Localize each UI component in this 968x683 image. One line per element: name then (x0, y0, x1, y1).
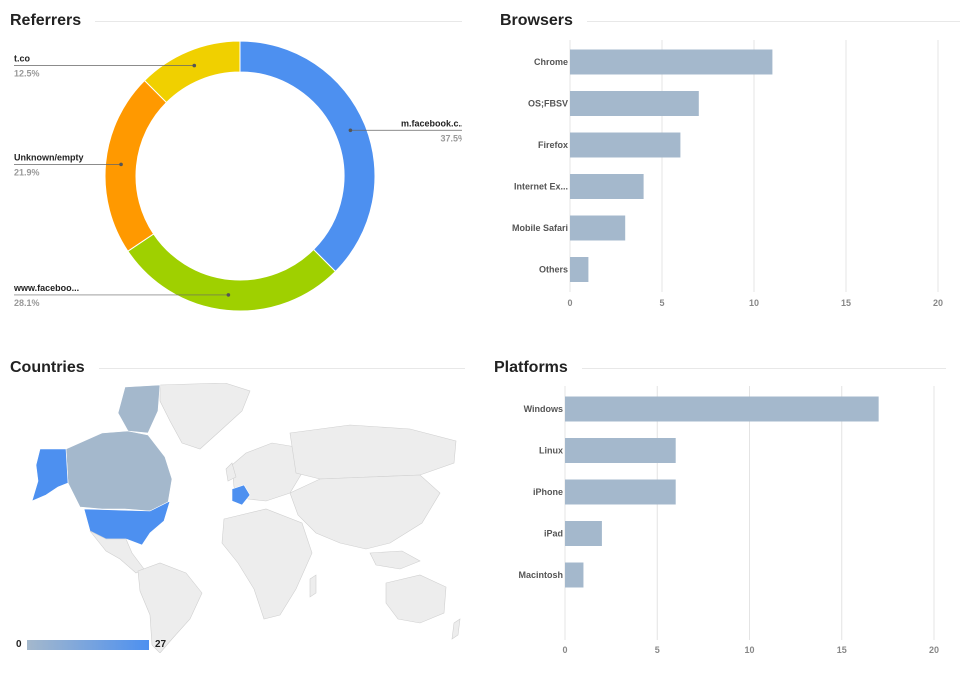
platforms-category-label: Windows (524, 404, 563, 414)
referrer-label-m-facebook-c: m.facebook.c... (401, 118, 462, 128)
map-region-canada (65, 430, 173, 512)
browsers-bar-os-fbsv[interactable] (570, 91, 699, 116)
referrer-leader-dot (348, 128, 353, 133)
browsers-bar-firefox[interactable] (570, 132, 681, 158)
referrer-percent-t-co: 12.5% (14, 69, 40, 79)
map-region-canada-arctic (117, 384, 161, 434)
platforms-tick-label: 15 (837, 645, 847, 655)
platforms-panel: Platforms 0 5 10 15 20 Windows Linux iPhone iPad… (494, 357, 946, 677)
platforms-header-rule (494, 368, 946, 369)
platforms-bar-chart: 0 5 10 15 20 Windows Linux iPhone iPad Macintosh (518, 386, 939, 655)
map-region-africa (221, 508, 313, 620)
browsers-panel: Browsers 0 5 10 15 20 Chrome OS;FBSV Firefox Int… (500, 10, 960, 330)
map-region-asia (289, 474, 441, 550)
map-region-new-zealand (451, 618, 461, 640)
referrer-label-unknown-empty: Unknown/empty (14, 152, 84, 162)
browsers-tick-label: 15 (841, 298, 851, 308)
browsers-tick-label: 5 (659, 298, 664, 308)
referrers-title: Referrers (10, 10, 96, 32)
platforms-bar-iphone[interactable] (565, 479, 676, 505)
platforms-tick-label: 0 (562, 645, 567, 655)
browsers-tick-label: 0 (567, 298, 572, 308)
referrers-header-rule (10, 21, 462, 22)
platforms-bar-linux[interactable] (565, 438, 676, 463)
map-legend-gradient (27, 640, 149, 650)
referrer-slice-t-co[interactable] (143, 40, 241, 104)
referrer-leader-dot (226, 293, 231, 297)
referrer-label-t-co: t.co (14, 54, 31, 64)
platforms-category-label: Linux (539, 446, 563, 456)
map-region-south-america (137, 562, 203, 653)
platforms-tick-label: 10 (744, 645, 754, 655)
platforms-category-label: iPhone (533, 487, 563, 497)
map-region-russia (289, 424, 457, 480)
browsers-bar-others[interactable] (570, 257, 589, 282)
map-region-uk (225, 462, 237, 482)
browsers-header: Browsers (500, 10, 960, 34)
browsers-category-label: Others (539, 265, 568, 275)
browsers-title: Browsers (500, 10, 587, 32)
browsers-category-label: Chrome (534, 57, 568, 67)
referrer-percent-unknown-empty: 21.9% (14, 167, 40, 177)
browsers-tick-label: 20 (933, 298, 943, 308)
map-legend-max: 27 (155, 639, 167, 650)
platforms-tick-label: 5 (655, 645, 660, 655)
countries-header: Countries (10, 357, 465, 381)
countries-title: Countries (10, 357, 99, 379)
platforms-category-label: iPad (544, 529, 563, 539)
browsers-bar-internet-ex[interactable] (570, 174, 644, 199)
map-region-france (231, 484, 251, 506)
referrer-leader-dot (192, 63, 197, 68)
countries-panel: Countries 0 (10, 357, 465, 677)
platforms-bar-ipad[interactable] (565, 521, 602, 546)
map-region-madagascar (309, 574, 317, 598)
browsers-header-rule (500, 21, 960, 22)
browsers-category-label: Internet Ex... (514, 182, 568, 192)
map-region-alaska (31, 448, 69, 502)
platforms-header: Platforms (494, 357, 946, 381)
map-legend-min: 0 (16, 639, 22, 650)
referrers-header: Referrers (10, 10, 462, 34)
map-region-se-asia (369, 550, 421, 570)
referrers-donut-chart: m.facebook.c... 37.5% www.faceboo... 28.1% U… (13, 40, 462, 312)
referrer-percent-www-faceboo: 28.1% (14, 298, 40, 308)
referrers-panel: Referrers m.facebook.c... 37.5% www.facebo… (10, 10, 462, 330)
browsers-bar-mobile-safari[interactable] (570, 215, 626, 241)
platforms-tick-label: 20 (929, 645, 939, 655)
platforms-title: Platforms (494, 357, 582, 379)
browsers-category-label: OS;FBSV (528, 99, 568, 109)
browsers-bar-chrome[interactable] (570, 49, 773, 75)
browsers-bar-chart: 0 5 10 15 20 Chrome OS;FBSV Firefox Internet Ex.… (512, 40, 943, 308)
platforms-bar-macintosh[interactable] (565, 562, 584, 588)
browsers-tick-label: 10 (749, 298, 759, 308)
browsers-category-label: Mobile Safari (512, 223, 568, 233)
countries-header-rule (10, 368, 465, 369)
referrer-leader-dot (119, 162, 123, 167)
world-map (31, 383, 461, 653)
map-region-australia (385, 574, 447, 624)
referrer-percent-m-facebook-c: 37.5% (440, 133, 462, 143)
referrer-label-www-faceboo: www.faceboo... (13, 283, 79, 293)
map-region-greenland (159, 383, 251, 450)
browsers-category-label: Firefox (538, 140, 568, 150)
platforms-category-label: Macintosh (518, 570, 563, 580)
platforms-bar-windows[interactable] (565, 396, 879, 422)
